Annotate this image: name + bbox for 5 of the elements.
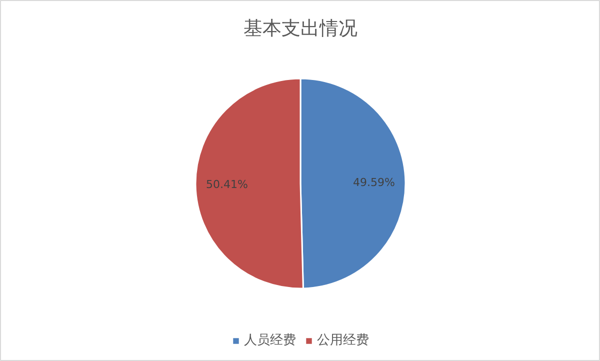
legend-label: 人员经费 bbox=[244, 332, 296, 349]
legend-label: 公用经费 bbox=[317, 332, 369, 349]
data-label: 50.41% bbox=[206, 178, 248, 191]
data-label: 49.59% bbox=[353, 176, 395, 190]
chart-title: 基本支出情况 bbox=[244, 18, 358, 40]
